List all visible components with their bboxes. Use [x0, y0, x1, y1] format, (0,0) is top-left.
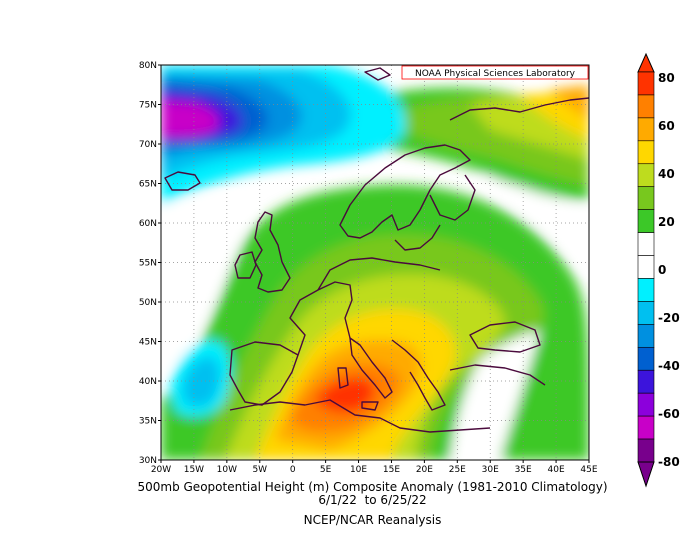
colorbar-max-arrow — [637, 52, 655, 73]
colorbar-swatch — [637, 209, 655, 233]
colorbar-swatch — [637, 186, 655, 210]
lon-tick-label: 20E — [416, 465, 433, 475]
anomaly-field — [161, 65, 589, 460]
colorbar-swatch — [637, 163, 655, 188]
colorbar-label: -60 — [658, 407, 680, 421]
lat-tick-label: 50N — [139, 298, 157, 308]
colorbar-swatch — [637, 140, 655, 165]
lon-tick-label: 35E — [515, 465, 532, 475]
colorbar-swatch — [637, 369, 655, 394]
lat-tick-label: 40N — [139, 377, 157, 387]
colorbar-swatch — [637, 346, 655, 371]
lat-tick-label: 30N — [139, 456, 157, 466]
colorbar-label: 60 — [658, 119, 675, 133]
colorbar-swatch — [637, 438, 655, 463]
lat-tick-label: 55N — [139, 259, 157, 269]
colorbar-swatch — [637, 324, 655, 348]
colorbar-label: -20 — [658, 311, 680, 325]
colorbar-label: -40 — [658, 359, 680, 373]
coastlines — [164, 67, 589, 433]
lat-tick-label: 35N — [139, 417, 157, 427]
colorbar-swatch — [637, 415, 655, 440]
colorbar-swatch — [637, 71, 655, 96]
colorbar-swatch — [637, 392, 655, 417]
lon-tick-label: 30E — [482, 465, 499, 475]
lon-tick-label: 15E — [383, 465, 400, 475]
colorbar-swatch — [637, 232, 655, 256]
lon-tick-label: 45E — [580, 465, 597, 475]
colorbar-label: 80 — [658, 71, 675, 85]
colorbar-swatch — [637, 94, 655, 119]
colorbar-label: 20 — [658, 215, 675, 229]
lon-tick-label: 10W — [217, 465, 237, 475]
lon-tick-label: 10E — [350, 465, 367, 475]
lon-tick-label: 15W — [184, 465, 204, 475]
gridlines — [161, 65, 589, 460]
lon-tick-label: 5W — [252, 465, 267, 475]
lon-tick-label: 5E — [320, 465, 332, 475]
lat-tick-label: 70N — [139, 140, 157, 150]
colorbar-label: 0 — [658, 263, 666, 277]
latitude-axis: 80N 75N 70N 65N 60N 55N 50N 45N 40N 35N 30N — [139, 61, 161, 466]
colorbar-swatch — [637, 117, 655, 142]
credit-label: NOAA Physical Sciences Laboratory — [415, 69, 576, 79]
lon-tick-label: 20W — [151, 465, 171, 475]
lat-tick-label: 65N — [139, 180, 157, 190]
lat-tick-label: 45N — [139, 338, 157, 348]
colorbar: 80 60 40 20 0 -20 -40 -60 -80 — [637, 52, 680, 488]
lon-tick-label: 25E — [449, 465, 466, 475]
lat-tick-label: 60N — [139, 219, 157, 229]
colorbar-label: -80 — [658, 455, 680, 469]
credit-box: NOAA Physical Sciences Laboratory — [401, 65, 589, 80]
lon-tick-label: 40E — [548, 465, 565, 475]
figure-title-line3: NCEP/NCAR Reanalysis — [303, 513, 442, 527]
lon-tick-label: 0 — [290, 465, 296, 475]
figure-title-line1: 500mb Geopotential Height (m) Composite … — [137, 480, 608, 494]
colorbar-label: 40 — [658, 167, 675, 181]
colorbar-swatch — [637, 255, 655, 279]
longitude-axis: 20W 15W 10W 5W 0 5E 10E 15E 20E 25E 30E 35E 40E 45E — [151, 460, 598, 475]
lat-tick-label: 80N — [139, 61, 157, 71]
lat-tick-label: 75N — [139, 101, 157, 111]
colorbar-min-arrow — [637, 461, 655, 488]
colorbar-swatch — [637, 278, 655, 302]
colorbar-swatch — [637, 301, 655, 325]
figure-title-line2: 6/1/22 to 6/25/22 — [318, 493, 427, 507]
